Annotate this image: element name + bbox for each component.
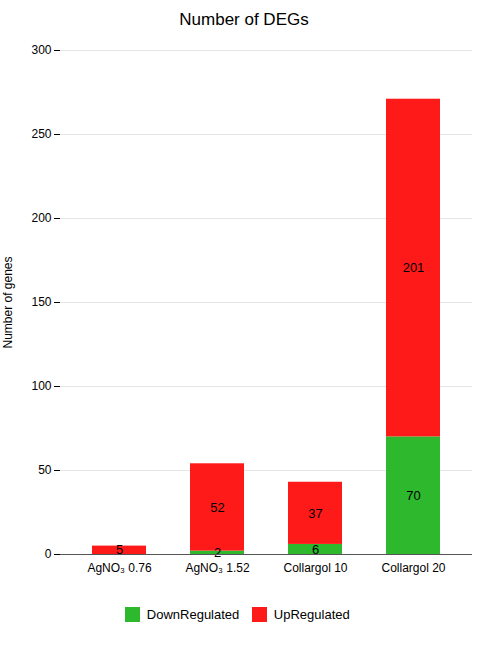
svg-text:Collargol 20: Collargol 20 <box>381 561 445 575</box>
svg-text:5: 5 <box>116 542 123 557</box>
svg-text:50: 50 <box>38 463 52 477</box>
svg-text:201: 201 <box>403 260 425 275</box>
svg-text:70: 70 <box>406 488 420 503</box>
svg-text:200: 200 <box>31 211 51 225</box>
svg-text:AgNO₃ 1.52: AgNO₃ 1.52 <box>185 561 250 575</box>
html-text:DownRegulated: DownRegulated <box>146 607 240 622</box>
svg-text:150: 150 <box>31 295 51 309</box>
svg-text:2: 2 <box>214 545 221 560</box>
svg-text:AgNO₃ 0.76: AgNO₃ 0.76 <box>87 561 152 575</box>
svg-text:6: 6 <box>311 541 320 557</box>
html-text:Number of DEGs: Number of DEGs <box>179 10 309 29</box>
svg-text:250: 250 <box>31 127 51 141</box>
html-text:UpRegulated: UpRegulated <box>273 607 350 622</box>
svg-text:Number of genes: Number of genes <box>1 256 15 348</box>
svg-text:0: 0 <box>45 547 52 561</box>
svg-text:37: 37 <box>308 506 322 521</box>
svg-text:300: 300 <box>31 43 51 57</box>
svg-text:Collargol 10: Collargol 10 <box>283 561 347 575</box>
svg-text:52: 52 <box>210 500 224 515</box>
svg-text:100: 100 <box>31 379 51 393</box>
